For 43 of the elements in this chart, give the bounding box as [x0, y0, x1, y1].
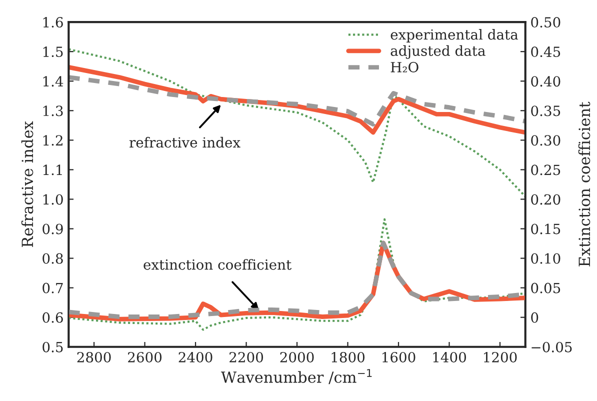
y2-tick-label: 0.50 — [531, 17, 560, 28]
x-tick-label: 2600 — [128, 352, 162, 362]
y-tick-label: 1.6 — [43, 17, 63, 28]
x-tick-label: 1200 — [484, 352, 517, 362]
y2-tick-label: 0.25 — [531, 164, 560, 176]
y2-tick-label: 0.35 — [531, 106, 560, 116]
y-tick-label: 0.5 — [42, 342, 63, 352]
x-tick-label: 1600 — [382, 352, 416, 362]
annotation: extinction coefficient — [144, 259, 292, 270]
y-tick-label: 0.9 — [42, 224, 63, 234]
legend-label: experimental data — [390, 29, 518, 42]
y-tick-label: 1.3 — [43, 106, 63, 116]
y2-axis-title: Extinction coefficient — [578, 102, 590, 266]
annotation: refractive index — [130, 136, 240, 148]
x-tick-label: 2400 — [178, 352, 212, 362]
y-tick-label: 0.7 — [42, 282, 63, 294]
x-tick-label: 2200 — [230, 352, 264, 362]
y-axis-title: Refractive index — [21, 121, 34, 248]
x-tick-label: 2800 — [77, 352, 111, 362]
y-tick-label: 1.5 — [43, 46, 63, 58]
y2-tick-label: −0.05 — [532, 342, 572, 352]
y2-tick-label: 0 — [531, 312, 538, 323]
y-tick-label: 1.2 — [43, 135, 62, 146]
y2-tick-label: 0.20 — [531, 194, 560, 205]
y-tick-label: 0.8 — [42, 253, 63, 264]
y2-tick-label: 0.05 — [531, 282, 560, 294]
y2-tick-label: 0.45 — [531, 46, 560, 58]
line-series — [68, 218, 526, 331]
legend-label: H₂O — [390, 62, 418, 72]
y-tick-label: 0.6 — [42, 312, 63, 323]
line-series — [68, 75, 526, 126]
y2-tick-label: 0.30 — [531, 135, 560, 146]
x-tick-label: 1400 — [433, 352, 466, 362]
x-tick-label: 1800 — [332, 352, 365, 362]
x-tick-label: 2000 — [280, 352, 314, 362]
y2-tick-label: 0.10 — [531, 253, 560, 264]
y2-tick-label: 0.40 — [531, 76, 560, 87]
y-tick-label: 1.4 — [43, 76, 64, 87]
legend-label: adjusted data — [390, 45, 486, 59]
y2-tick-label: 0.15 — [531, 224, 560, 234]
y-tick-label: 1.0 — [43, 194, 63, 205]
y-tick-label: 1.1 — [43, 164, 62, 176]
x-axis-title: Wavenumber /cm$^{−1}$ — [221, 369, 372, 384]
